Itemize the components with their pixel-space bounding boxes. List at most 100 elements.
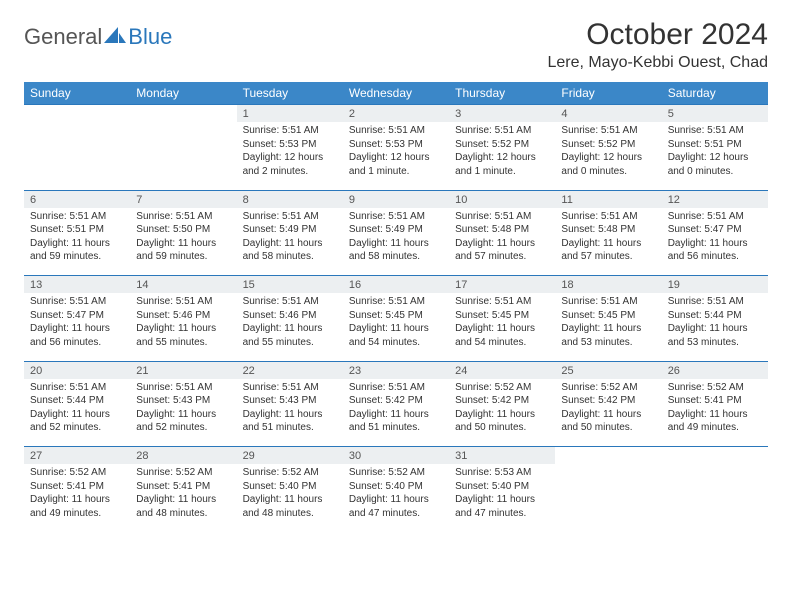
- sunset-text: Sunset: 5:46 PM: [243, 309, 337, 323]
- location-subtitle: Lere, Mayo-Kebbi Ouest, Chad: [547, 54, 768, 72]
- day-number: 7: [136, 194, 142, 206]
- day-detail-cell: Sunrise: 5:51 AMSunset: 5:48 PMDaylight:…: [449, 208, 555, 276]
- day-number-cell: 30: [343, 447, 449, 465]
- weekday-header: Tuesday: [237, 82, 343, 105]
- sunrise-text: Sunrise: 5:51 AM: [561, 295, 655, 309]
- day-number: 15: [243, 279, 255, 291]
- day-number-cell: [555, 447, 661, 465]
- daylight-text: and 55 minutes.: [243, 336, 337, 350]
- weekday-header: Monday: [130, 82, 236, 105]
- daylight-text: and 53 minutes.: [668, 336, 762, 350]
- day-number: 13: [30, 279, 42, 291]
- sunrise-text: Sunrise: 5:51 AM: [30, 210, 124, 224]
- daylight-text: Daylight: 11 hours: [455, 237, 549, 251]
- page-title: October 2024: [547, 18, 768, 52]
- sunset-text: Sunset: 5:52 PM: [561, 138, 655, 152]
- weekday-header: Sunday: [24, 82, 130, 105]
- day-detail-cell: Sunrise: 5:51 AMSunset: 5:48 PMDaylight:…: [555, 208, 661, 276]
- sunset-text: Sunset: 5:45 PM: [455, 309, 549, 323]
- sunrise-text: Sunrise: 5:53 AM: [455, 466, 549, 480]
- day-number: 29: [243, 450, 255, 462]
- title-block: October 2024 Lere, Mayo-Kebbi Ouest, Cha…: [547, 18, 768, 72]
- sunrise-text: Sunrise: 5:51 AM: [455, 210, 549, 224]
- day-number-row: 6789101112: [24, 190, 768, 208]
- day-number-cell: 15: [237, 276, 343, 294]
- day-number-cell: 28: [130, 447, 236, 465]
- day-number: 3: [455, 108, 461, 120]
- day-detail-cell: [555, 464, 661, 532]
- daylight-text: and 57 minutes.: [455, 250, 549, 264]
- day-number-row: 2728293031: [24, 447, 768, 465]
- calendar-table: Sunday Monday Tuesday Wednesday Thursday…: [24, 82, 768, 532]
- day-number-cell: 24: [449, 361, 555, 379]
- day-number-cell: 31: [449, 447, 555, 465]
- day-detail-cell: Sunrise: 5:51 AMSunset: 5:51 PMDaylight:…: [662, 122, 768, 190]
- sunrise-text: Sunrise: 5:52 AM: [136, 466, 230, 480]
- sunrise-text: Sunrise: 5:51 AM: [668, 210, 762, 224]
- daylight-text: and 2 minutes.: [243, 165, 337, 179]
- day-number-cell: 22: [237, 361, 343, 379]
- day-number: 18: [561, 279, 573, 291]
- daylight-text: and 1 minute.: [455, 165, 549, 179]
- daylight-text: Daylight: 11 hours: [561, 408, 655, 422]
- daylight-text: and 52 minutes.: [136, 421, 230, 435]
- daylight-text: Daylight: 11 hours: [349, 408, 443, 422]
- sunrise-text: Sunrise: 5:51 AM: [30, 381, 124, 395]
- day-number: 23: [349, 365, 361, 377]
- day-number-cell: [130, 105, 236, 123]
- sunset-text: Sunset: 5:41 PM: [30, 480, 124, 494]
- day-detail-row: Sunrise: 5:51 AMSunset: 5:44 PMDaylight:…: [24, 379, 768, 447]
- day-number-cell: 26: [662, 361, 768, 379]
- daylight-text: and 55 minutes.: [136, 336, 230, 350]
- day-number-cell: 4: [555, 105, 661, 123]
- daylight-text: Daylight: 11 hours: [136, 493, 230, 507]
- weekday-header: Friday: [555, 82, 661, 105]
- day-detail-cell: Sunrise: 5:51 AMSunset: 5:43 PMDaylight:…: [130, 379, 236, 447]
- day-detail-cell: Sunrise: 5:51 AMSunset: 5:43 PMDaylight:…: [237, 379, 343, 447]
- sunset-text: Sunset: 5:42 PM: [561, 394, 655, 408]
- day-detail-cell: Sunrise: 5:52 AMSunset: 5:42 PMDaylight:…: [449, 379, 555, 447]
- sunrise-text: Sunrise: 5:51 AM: [136, 210, 230, 224]
- daylight-text: Daylight: 11 hours: [243, 493, 337, 507]
- daylight-text: and 56 minutes.: [668, 250, 762, 264]
- day-number: 9: [349, 194, 355, 206]
- day-detail-row: Sunrise: 5:51 AMSunset: 5:47 PMDaylight:…: [24, 293, 768, 361]
- day-detail-cell: Sunrise: 5:51 AMSunset: 5:47 PMDaylight:…: [24, 293, 130, 361]
- day-number: 20: [30, 365, 42, 377]
- daylight-text: and 51 minutes.: [349, 421, 443, 435]
- day-number-cell: 23: [343, 361, 449, 379]
- day-detail-cell: [130, 122, 236, 190]
- daylight-text: Daylight: 11 hours: [136, 322, 230, 336]
- sunset-text: Sunset: 5:51 PM: [30, 223, 124, 237]
- day-detail-cell: Sunrise: 5:51 AMSunset: 5:53 PMDaylight:…: [343, 122, 449, 190]
- daylight-text: Daylight: 11 hours: [30, 237, 124, 251]
- sunrise-text: Sunrise: 5:52 AM: [668, 381, 762, 395]
- day-detail-cell: Sunrise: 5:51 AMSunset: 5:49 PMDaylight:…: [237, 208, 343, 276]
- sunset-text: Sunset: 5:43 PM: [243, 394, 337, 408]
- sunrise-text: Sunrise: 5:51 AM: [136, 295, 230, 309]
- daylight-text: and 0 minutes.: [561, 165, 655, 179]
- day-detail-row: Sunrise: 5:51 AMSunset: 5:51 PMDaylight:…: [24, 208, 768, 276]
- sunrise-text: Sunrise: 5:51 AM: [349, 381, 443, 395]
- daylight-text: Daylight: 11 hours: [561, 237, 655, 251]
- daylight-text: and 54 minutes.: [349, 336, 443, 350]
- sunset-text: Sunset: 5:52 PM: [455, 138, 549, 152]
- day-number-cell: 7: [130, 190, 236, 208]
- daylight-text: and 0 minutes.: [668, 165, 762, 179]
- sunrise-text: Sunrise: 5:51 AM: [349, 210, 443, 224]
- sunset-text: Sunset: 5:46 PM: [136, 309, 230, 323]
- daylight-text: and 48 minutes.: [136, 507, 230, 521]
- sunrise-text: Sunrise: 5:52 AM: [561, 381, 655, 395]
- sunrise-text: Sunrise: 5:51 AM: [561, 210, 655, 224]
- day-number-row: 13141516171819: [24, 276, 768, 294]
- daylight-text: Daylight: 11 hours: [668, 408, 762, 422]
- sunrise-text: Sunrise: 5:51 AM: [136, 381, 230, 395]
- day-number-cell: 13: [24, 276, 130, 294]
- sunrise-text: Sunrise: 5:51 AM: [561, 124, 655, 138]
- day-number-cell: 1: [237, 105, 343, 123]
- day-number-cell: [662, 447, 768, 465]
- day-number: 6: [30, 194, 36, 206]
- day-number-cell: 21: [130, 361, 236, 379]
- day-detail-cell: Sunrise: 5:52 AMSunset: 5:41 PMDaylight:…: [662, 379, 768, 447]
- day-number-row: 20212223242526: [24, 361, 768, 379]
